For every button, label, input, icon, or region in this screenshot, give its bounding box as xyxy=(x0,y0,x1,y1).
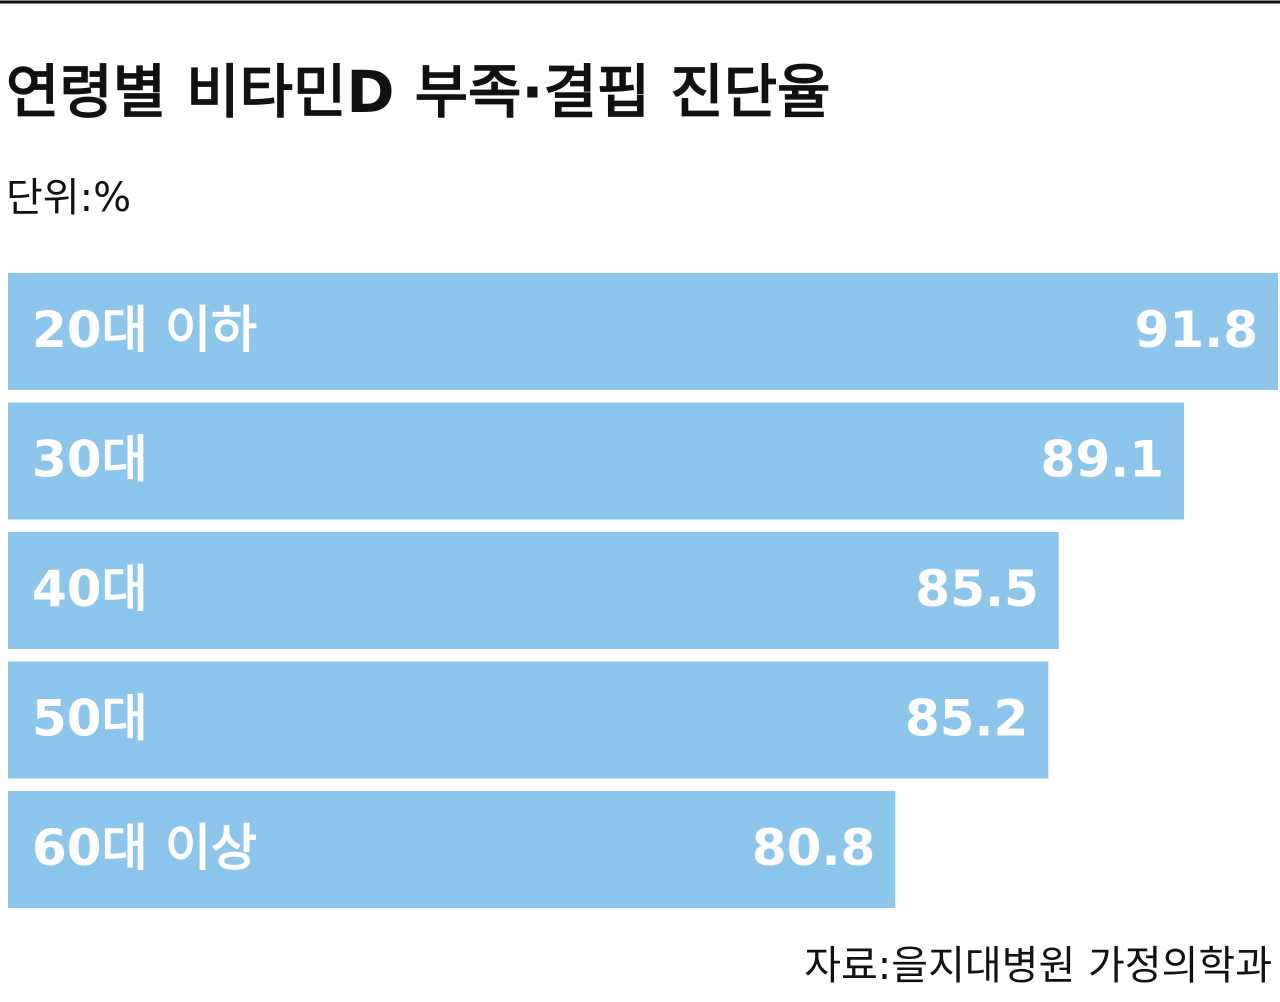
chart-title: 연령별 비타민D 부족·결핍 진단율 xyxy=(6,58,830,126)
value-label: 80.8 xyxy=(752,819,875,877)
value-label: 85.5 xyxy=(915,560,1038,618)
value-label: 89.1 xyxy=(1041,431,1164,489)
value-label: 91.8 xyxy=(1135,301,1258,359)
category-label: 60대 이상 xyxy=(32,819,257,877)
unit-label: 단위:% xyxy=(6,175,131,221)
category-label: 50대 xyxy=(32,690,148,748)
bar xyxy=(8,791,896,908)
bar xyxy=(8,402,1185,520)
value-label: 85.2 xyxy=(905,690,1028,748)
category-label: 30대 xyxy=(32,431,148,489)
category-label: 40대 xyxy=(32,560,148,618)
bar xyxy=(8,532,1059,649)
source: 자료:을지대병원 가정의학과 xyxy=(804,943,1272,989)
bar xyxy=(8,661,1049,779)
category-label: 20대 이하 xyxy=(32,301,257,359)
bar xyxy=(8,273,1278,390)
